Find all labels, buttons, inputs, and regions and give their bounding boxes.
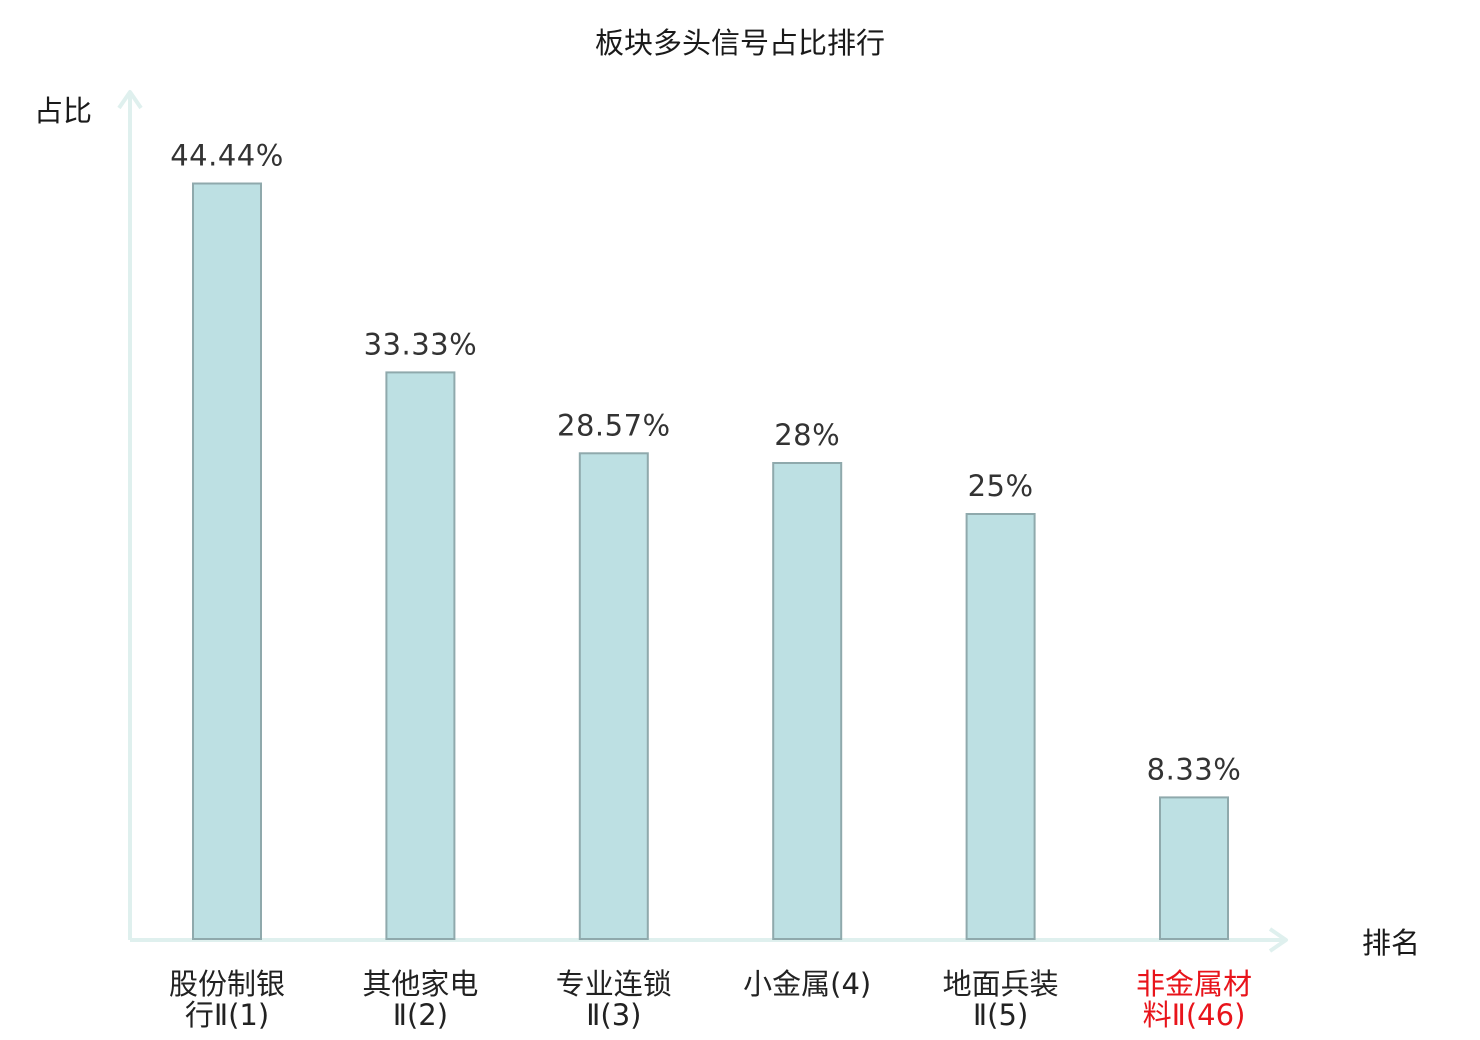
category-label-5-line-2: Ⅱ(5) bbox=[973, 998, 1028, 1032]
bar-5 bbox=[965, 513, 1036, 940]
value-label-1: 44.44% bbox=[170, 139, 284, 173]
bar-1 bbox=[192, 182, 262, 940]
y-axis-arrow bbox=[117, 90, 143, 110]
x-axis-label: 排名 bbox=[1362, 926, 1420, 960]
category-label-5-line-1: 地面兵装 bbox=[943, 967, 1059, 1001]
category-label-6-line-1: 非金属材 bbox=[1136, 967, 1252, 1001]
bar-4 bbox=[772, 462, 843, 940]
value-label-4: 28% bbox=[774, 418, 840, 452]
bars bbox=[192, 182, 1229, 941]
value-labels: 44.44% 33.33% 28.57% 28% 25% 8.33% bbox=[170, 139, 1241, 787]
y-axis bbox=[117, 90, 143, 940]
bar-6 bbox=[1159, 796, 1229, 941]
category-label-3-line-2: Ⅱ(3) bbox=[586, 998, 641, 1032]
bar-2 bbox=[385, 371, 456, 940]
category-label-2-line-1: 其他家电 bbox=[362, 967, 478, 1001]
category-label-1-line-1: 股份制银 bbox=[169, 967, 285, 1001]
value-label-6: 8.33% bbox=[1147, 752, 1242, 786]
x-axis bbox=[130, 927, 1288, 953]
category-label-4-line-1: 小金属(4) bbox=[743, 967, 871, 1001]
value-label-2: 33.33% bbox=[364, 327, 478, 361]
bar-3 bbox=[578, 452, 649, 940]
category-label-2-line-2: Ⅱ(2) bbox=[393, 998, 448, 1032]
category-label-1-line-2: 行Ⅱ(1) bbox=[185, 998, 269, 1032]
value-label-5: 25% bbox=[968, 469, 1034, 503]
x-axis-arrow bbox=[1268, 927, 1288, 953]
value-label-3: 28.57% bbox=[557, 408, 671, 442]
category-label-3-line-1: 专业连锁 bbox=[556, 967, 672, 1001]
category-label-6-line-2: 料Ⅱ(46) bbox=[1143, 998, 1246, 1032]
chart-title: 板块多头信号占比排行 bbox=[595, 26, 885, 60]
y-axis-label: 占比 bbox=[34, 94, 92, 128]
